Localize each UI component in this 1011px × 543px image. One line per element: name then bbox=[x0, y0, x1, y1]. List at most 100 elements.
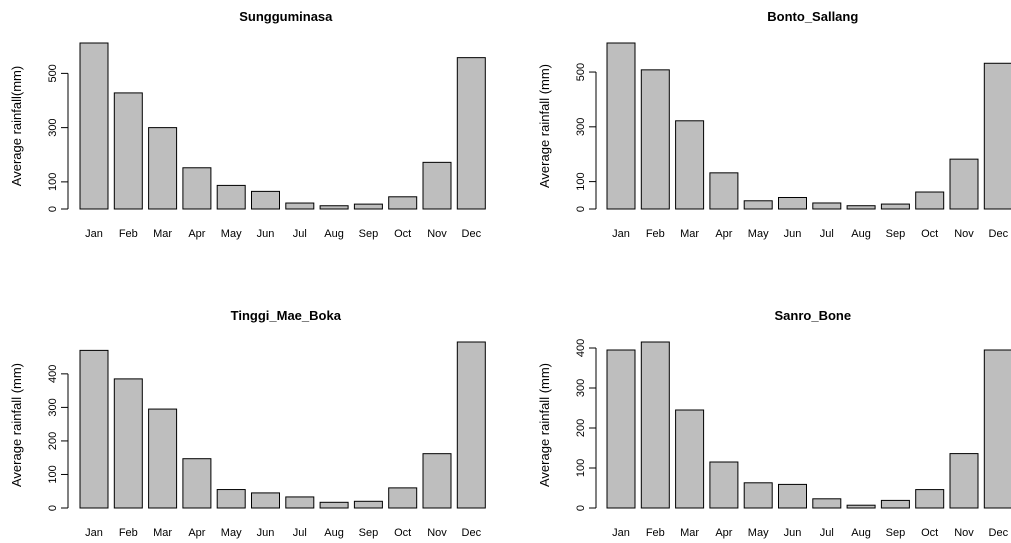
bar-jun bbox=[778, 483, 807, 509]
x-tick-label: Apr bbox=[188, 527, 205, 539]
bar-apr bbox=[182, 167, 212, 210]
bar-mar bbox=[148, 408, 178, 509]
x-tick-label: Sep bbox=[359, 228, 379, 240]
bar-nov bbox=[422, 453, 452, 509]
chart-panel-1: Sungguminasa Average rainfall(mm) 0 100 300 5… bbox=[9, 9, 486, 240]
x-tick-label: Oct bbox=[394, 527, 411, 539]
bar-jan bbox=[79, 349, 109, 509]
bar-jun bbox=[251, 492, 280, 509]
bar-may bbox=[743, 482, 773, 509]
y-tick-label: 100 bbox=[47, 465, 59, 483]
x-tick-label: Jul bbox=[293, 527, 307, 539]
x-tick-label: Feb bbox=[119, 228, 138, 240]
x-tick-label: Nov bbox=[954, 228, 974, 240]
x-tick-label: Jul bbox=[820, 527, 834, 539]
bar-feb bbox=[640, 341, 670, 509]
bar-nov bbox=[422, 161, 452, 210]
bar-apr bbox=[709, 172, 739, 210]
x-tick-label: Feb bbox=[646, 228, 665, 240]
bar-jan bbox=[606, 42, 636, 210]
bar-sep bbox=[353, 203, 383, 210]
y-axis-label: Average rainfall (mm) bbox=[9, 363, 24, 487]
x-tick-label: Oct bbox=[921, 228, 938, 240]
bar-jul bbox=[285, 202, 315, 210]
x-tick-label: Aug bbox=[851, 527, 871, 539]
x-tick-label: May bbox=[748, 228, 769, 240]
x-tick-label: Oct bbox=[394, 228, 411, 240]
x-tick-label: Dec bbox=[462, 527, 482, 539]
bar-apr bbox=[709, 461, 739, 509]
x-tick-label: Mar bbox=[680, 228, 699, 240]
y-tick-label: 400 bbox=[47, 365, 59, 383]
x-tick-label: Jan bbox=[612, 527, 630, 539]
bar-sep bbox=[880, 499, 910, 509]
bar-jan bbox=[606, 349, 636, 509]
y-tick-label: 0 bbox=[575, 206, 587, 212]
x-tick-label: Sep bbox=[359, 527, 379, 539]
bar-aug bbox=[319, 205, 349, 210]
x-tick-label: Jan bbox=[85, 527, 103, 539]
bar-may bbox=[743, 200, 773, 210]
bar-oct bbox=[388, 487, 418, 509]
x-tick-label: Nov bbox=[954, 527, 974, 539]
bar-oct bbox=[388, 196, 418, 210]
bar-feb bbox=[640, 69, 670, 210]
y-tick-label: 300 bbox=[575, 379, 587, 397]
chart-title: Sanro_Bone bbox=[775, 308, 852, 323]
x-tick-label: Mar bbox=[153, 228, 172, 240]
y-tick-label: 200 bbox=[575, 419, 587, 437]
x-tick-label: Sep bbox=[886, 527, 906, 539]
y-tick-label: 0 bbox=[47, 505, 59, 511]
x-tick-label: Aug bbox=[324, 228, 344, 240]
x-tick-label: Dec bbox=[989, 228, 1009, 240]
bar-dec bbox=[983, 62, 1011, 210]
y-tick-label: 500 bbox=[47, 64, 59, 82]
x-tick-label: Apr bbox=[715, 527, 732, 539]
x-tick-label: Jun bbox=[257, 228, 275, 240]
y-tick-label: 500 bbox=[575, 63, 587, 81]
y-tick-label: 0 bbox=[47, 206, 59, 212]
x-tick-label: May bbox=[748, 527, 769, 539]
bar-aug bbox=[846, 504, 876, 509]
bar-mar bbox=[675, 120, 705, 210]
bar-feb bbox=[113, 92, 143, 210]
chart-panel-2: Bonto_Sallang Average rainfall (mm) 0 100 30… bbox=[537, 9, 1011, 240]
bar-aug bbox=[319, 501, 349, 509]
x-tick-label: Jun bbox=[784, 228, 802, 240]
x-tick-label: Jan bbox=[612, 228, 630, 240]
x-tick-label: Feb bbox=[646, 527, 665, 539]
x-tick-label: Dec bbox=[462, 228, 482, 240]
bar-dec bbox=[456, 341, 486, 509]
chart-panel-4: Sanro_Bone Average rainfall (mm) 0 100 200 30… bbox=[537, 308, 1011, 539]
x-tick-label: Jun bbox=[257, 527, 275, 539]
x-tick-label: Mar bbox=[153, 527, 172, 539]
y-tick-label: 100 bbox=[575, 459, 587, 477]
x-tick-label: Sep bbox=[886, 228, 906, 240]
x-tick-label: Apr bbox=[188, 228, 205, 240]
y-axis-label: Average rainfall (mm) bbox=[537, 64, 552, 188]
bar-jul bbox=[812, 202, 842, 210]
bar-jun bbox=[778, 196, 807, 210]
x-tick-label: Apr bbox=[715, 228, 732, 240]
bar-jun bbox=[251, 190, 280, 210]
bar-mar bbox=[675, 409, 705, 509]
x-tick-label: Aug bbox=[324, 527, 344, 539]
x-tick-label: Feb bbox=[119, 527, 138, 539]
x-tick-label: Nov bbox=[427, 228, 447, 240]
y-tick-label: 100 bbox=[47, 173, 59, 191]
x-tick-label: May bbox=[221, 527, 242, 539]
bar-oct bbox=[915, 489, 945, 509]
bar-jul bbox=[285, 496, 315, 509]
chart-title: Bonto_Sallang bbox=[767, 9, 858, 24]
x-tick-label: May bbox=[221, 228, 242, 240]
bar-sep bbox=[353, 500, 383, 509]
bar-feb bbox=[113, 378, 143, 509]
bar-nov bbox=[949, 453, 979, 509]
y-axis-label: Average rainfall(mm) bbox=[9, 66, 24, 186]
bar-may bbox=[216, 489, 246, 509]
bar-sep bbox=[880, 203, 910, 210]
y-tick-label: 300 bbox=[575, 118, 587, 136]
chart-panel-3: Tinggi_Mae_Boka Average rainfall (mm) 0 100… bbox=[9, 308, 486, 539]
bar-jul bbox=[812, 498, 842, 509]
